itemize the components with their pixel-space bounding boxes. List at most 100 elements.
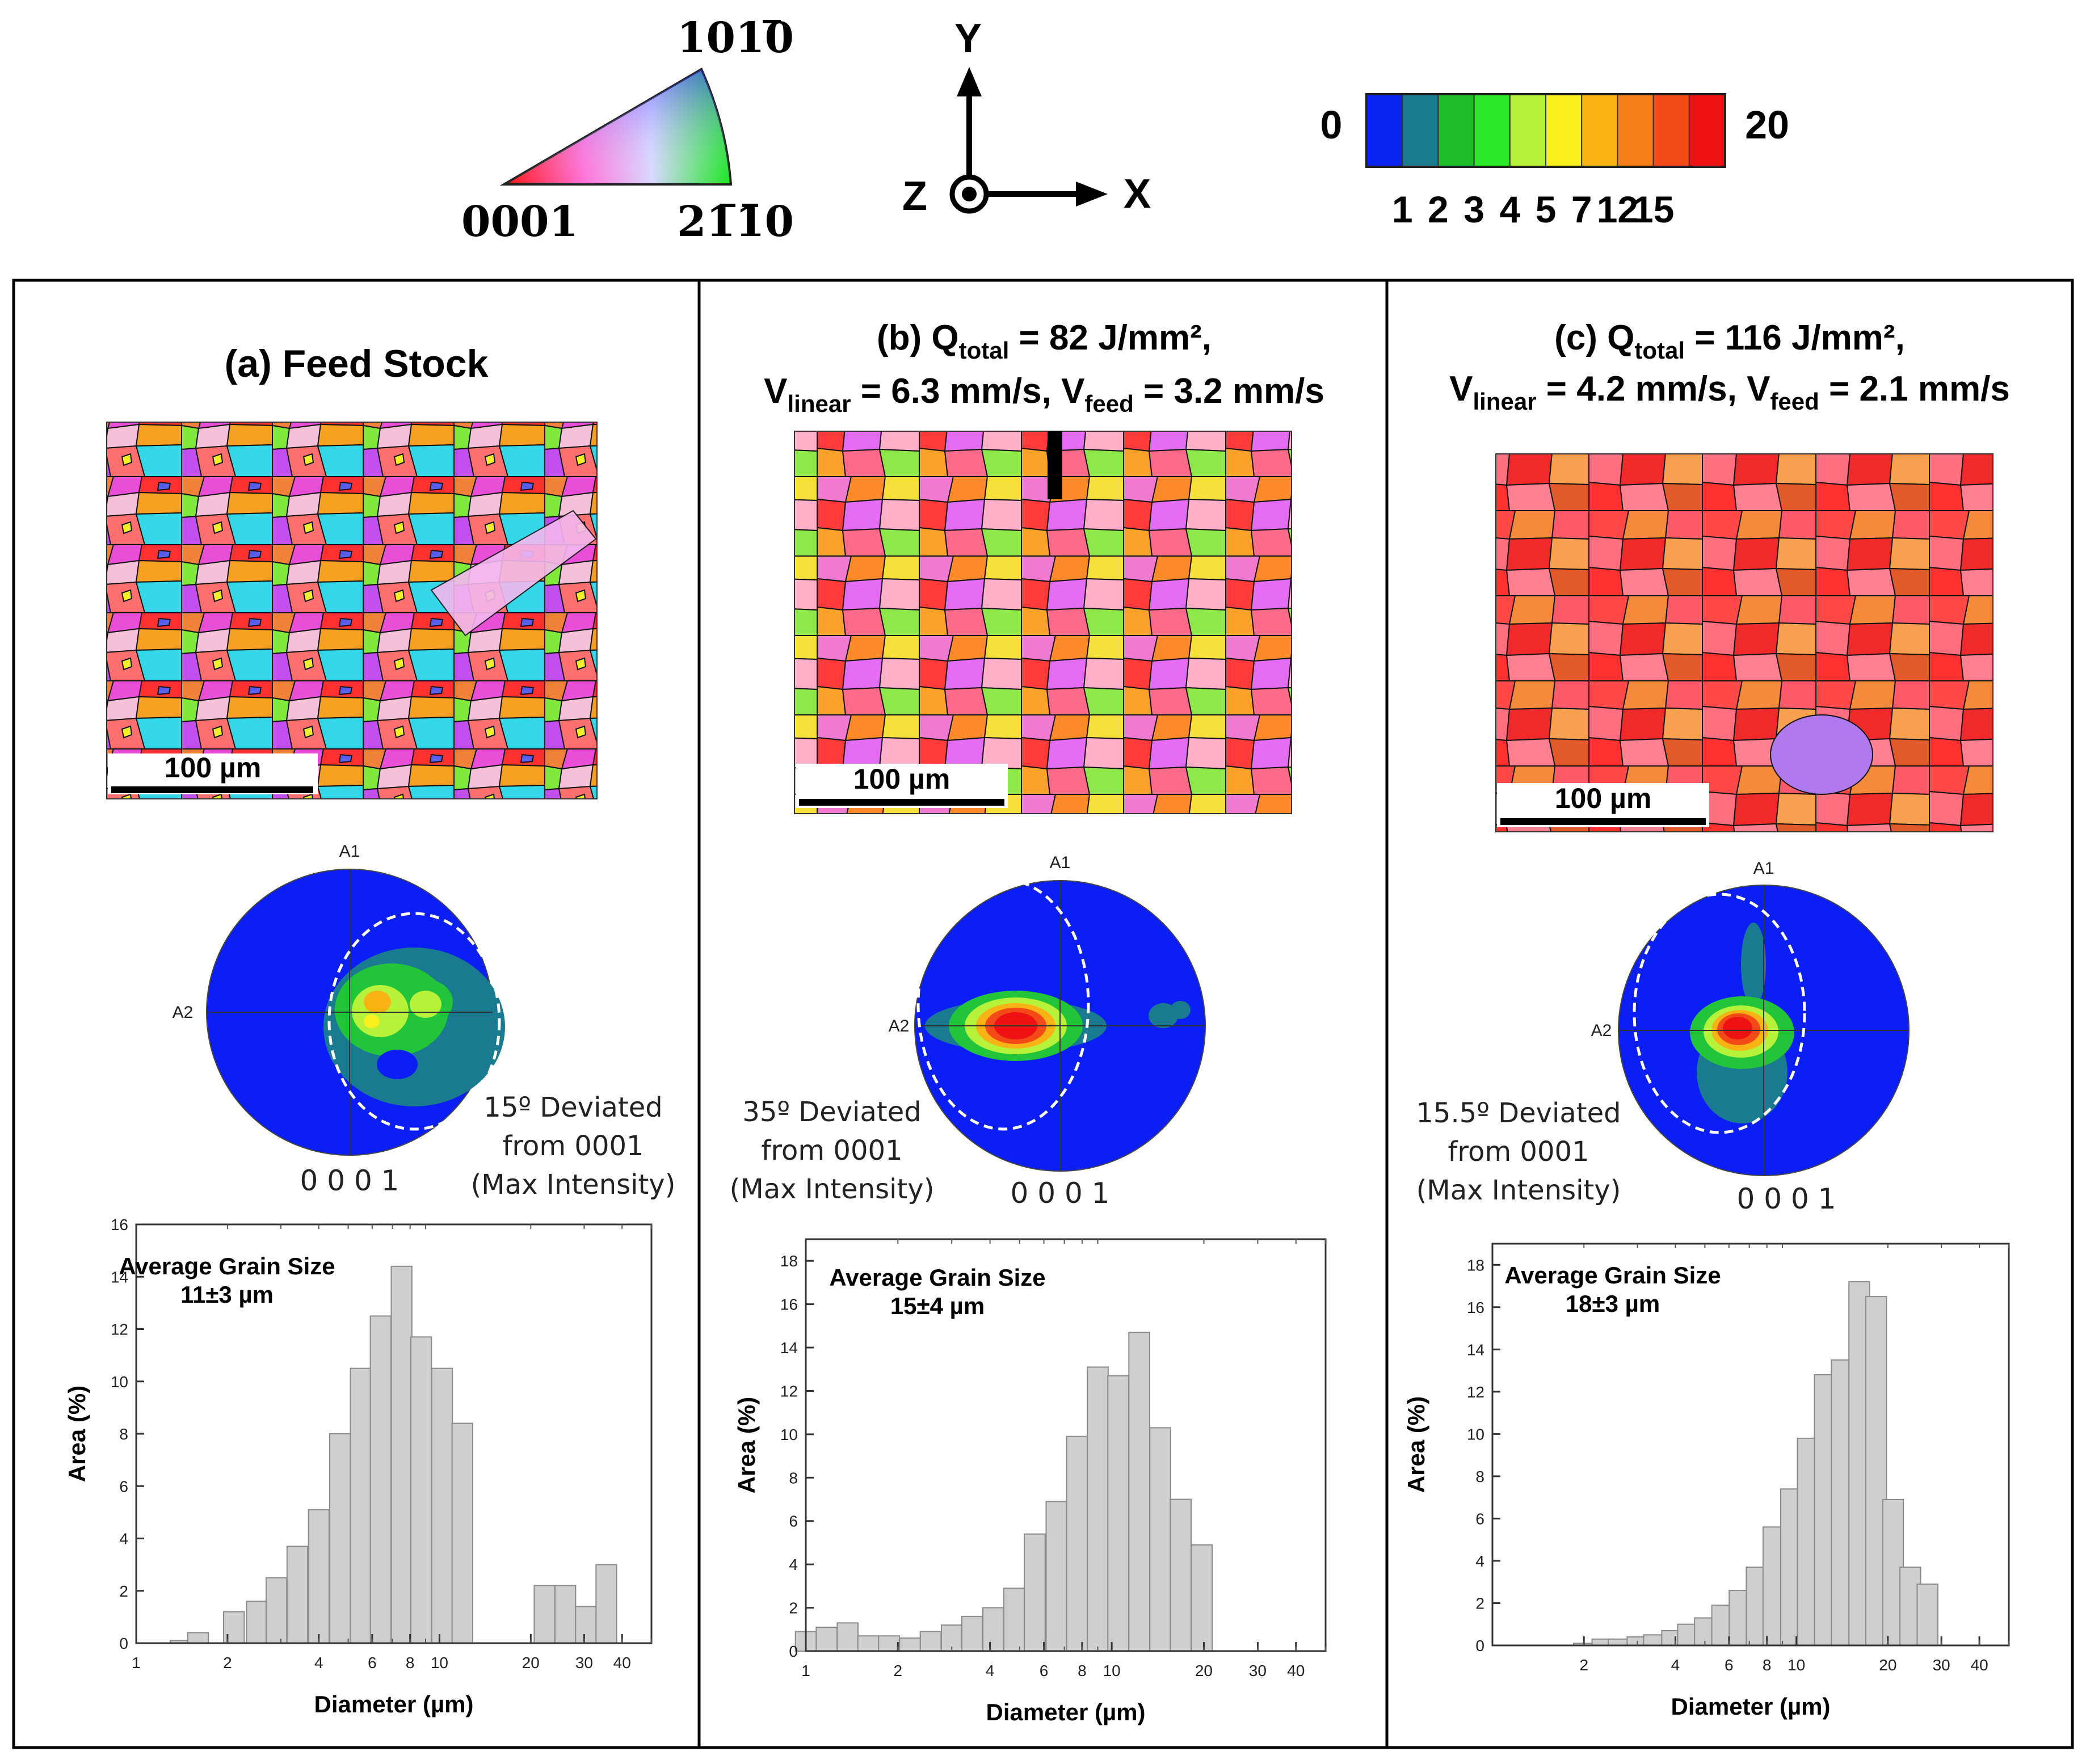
panel-c-avg-value: 18±3 µm <box>1566 1290 1660 1317</box>
colorbar-swatch <box>1509 94 1547 167</box>
histogram-x-tick-label: 8 <box>1763 1656 1772 1674</box>
histogram-bar <box>246 1601 268 1644</box>
histogram-x-tick-label: 10 <box>431 1654 448 1672</box>
histogram-x-axis-label: Diameter (µm) <box>1671 1693 1831 1720</box>
histogram-x-tick-label: 4 <box>314 1654 323 1672</box>
panel-a-deviation-1: 15º Deviated <box>483 1092 662 1123</box>
panel-b-a2-label: A2 <box>889 1017 910 1035</box>
colorbar-tick-label: 7 <box>1571 188 1592 230</box>
colorbar-tick-label: 15 <box>1633 188 1674 230</box>
histogram-y-tick-label: 14 <box>780 1339 798 1357</box>
histogram-x-tick-label: 8 <box>406 1654 415 1672</box>
histogram-x-tick-label: 1 <box>132 1654 141 1672</box>
histogram-bar <box>1149 1427 1171 1652</box>
histogram-x-tick-label: 10 <box>1788 1656 1805 1674</box>
histogram-x-axis-label: Diameter (µm) <box>314 1691 474 1717</box>
colorbar-tick-label: 12 <box>1597 188 1638 230</box>
histogram-x-tick-label: 6 <box>1725 1656 1734 1674</box>
histogram-bar <box>410 1336 432 1644</box>
panel-c-deviation-2: from 0001 <box>1448 1136 1589 1168</box>
histogram-y-tick-label: 14 <box>1467 1341 1484 1358</box>
histogram-bar <box>595 1564 617 1644</box>
histogram-x-tick-label: 40 <box>1971 1656 1988 1674</box>
colorbar-tick-label: 2 <box>1428 188 1449 230</box>
panel-c-title-line1: (c) Qtotal = 116 J/mm², <box>1554 318 1905 364</box>
histogram-y-tick-label: 16 <box>111 1216 128 1233</box>
panel-b-deviation-1: 35º Deviated <box>742 1096 921 1128</box>
histogram-x-tick-label: 1 <box>801 1662 810 1679</box>
panel-a-deviation-3: (Max Intensity) <box>471 1169 676 1201</box>
histogram-bar <box>1170 1498 1192 1652</box>
histogram-y-tick-label: 18 <box>1467 1256 1484 1274</box>
histogram-bar <box>878 1635 900 1652</box>
panel-c: (c) Qtotal = 116 J/mm², Vlinear = 4.2 mm… <box>1403 318 2010 1720</box>
histogram-y-tick-label: 10 <box>111 1373 128 1391</box>
histogram-bar <box>1045 1501 1068 1652</box>
histogram-bar <box>350 1367 372 1644</box>
panel-b-scale-bar <box>799 799 1004 806</box>
histogram-y-tick-label: 8 <box>1475 1468 1484 1485</box>
panel-a-pole-label: 0 0 0 1 <box>300 1164 399 1197</box>
histogram-bar <box>369 1315 392 1644</box>
colorbar-tick-label: 3 <box>1463 188 1484 230</box>
panel-a-deviation-2: from 0001 <box>502 1130 644 1162</box>
axis-y-label: Y <box>954 16 982 61</box>
histogram-bar <box>575 1606 597 1644</box>
colorbar-swatch <box>1688 94 1726 167</box>
panel-c-frame <box>1385 279 2074 1749</box>
histogram-bar <box>1128 1332 1150 1652</box>
histogram-y-tick-label: 6 <box>1475 1510 1484 1527</box>
histogram-bar <box>1087 1366 1109 1652</box>
histogram-y-tick-label: 16 <box>780 1296 798 1313</box>
colorbar-tick-label: 5 <box>1536 188 1557 230</box>
histogram-y-tick-label: 12 <box>1467 1383 1484 1401</box>
histogram-y-tick-label: 0 <box>1475 1637 1484 1654</box>
panel-c-deviation-3: (Max Intensity) <box>1416 1174 1621 1206</box>
axis-z-label: Z <box>902 174 927 219</box>
panel-b-pole-figure: A1 A2 0 0 0 1 35º Deviated from 0001 (Ma… <box>730 853 1206 1210</box>
histogram-x-tick-label: 4 <box>986 1662 995 1679</box>
panel-a-a1-label: A1 <box>339 842 360 861</box>
axis-x-label: X <box>1124 171 1151 217</box>
histogram-x-tick-label: 10 <box>1103 1662 1121 1679</box>
histogram-bar <box>1066 1435 1088 1652</box>
histogram-bar <box>308 1509 330 1644</box>
panel-b-deviation-2: from 0001 <box>761 1135 902 1167</box>
histogram-x-tick-label: 20 <box>1879 1656 1896 1674</box>
panel-c-pole-figure: A1 A2 0 0 0 1 15.5º Deviated from 0001 (… <box>1416 859 1910 1215</box>
panel-c-pole-label: 0 0 0 1 <box>1737 1182 1836 1215</box>
panel-c-histogram: 0 2 4 6 8 10 12 14 16 18 2 4 6 8 10 20 30 40 Diameter (µm)… <box>1403 1243 2010 1720</box>
panel-b-avg-title: Average Grain Size <box>829 1264 1045 1291</box>
histogram-y-tick-label: 10 <box>1467 1425 1484 1443</box>
panel-a: (a) Feed Stock 100 µm A1 A2 0 0 0 1 15º … <box>64 342 675 1717</box>
panel-c-scale-bar <box>1500 818 1706 825</box>
panel-a-scale-bar <box>111 786 313 793</box>
histogram-y-axis-label: Area (%) <box>733 1397 760 1493</box>
panel-c-title-line2: Vlinear = 4.2 mm/s, Vfeed = 2.1 mm/s <box>1449 369 2010 415</box>
colorbar-tick-label: 1 <box>1392 188 1413 230</box>
panel-a-avg-title: Average Grain Size <box>119 1253 335 1279</box>
histogram-y-tick-label: 12 <box>780 1382 798 1400</box>
y-arrow-icon <box>957 67 982 96</box>
histogram-y-tick-label: 6 <box>119 1477 128 1495</box>
histogram-y-tick-label: 16 <box>1467 1299 1484 1316</box>
histogram-x-tick-label: 2 <box>894 1662 903 1679</box>
panel-c-scale-label: 100 µm <box>1555 782 1652 814</box>
histogram-x-tick-label: 6 <box>368 1654 377 1672</box>
panel-c-ebsd-map <box>1495 453 1994 832</box>
histogram-y-tick-label: 2 <box>1475 1594 1484 1612</box>
colorbar <box>1365 93 1726 168</box>
panel-b: (b) Qtotal = 82 J/mm², Vlinear = 6.3 mm/… <box>730 318 1327 1725</box>
colorbar-max: 20 <box>1745 103 1789 147</box>
panel-b-a1-label: A1 <box>1050 853 1071 872</box>
panel-a-scale-label: 100 µm <box>165 752 262 784</box>
histogram-bar <box>857 1635 880 1652</box>
histogram-bar <box>1608 1638 1630 1646</box>
colorbar-swatch <box>1402 94 1439 167</box>
panel-b-ebsd-map <box>794 431 1292 814</box>
colorbar-swatch <box>1581 94 1618 167</box>
